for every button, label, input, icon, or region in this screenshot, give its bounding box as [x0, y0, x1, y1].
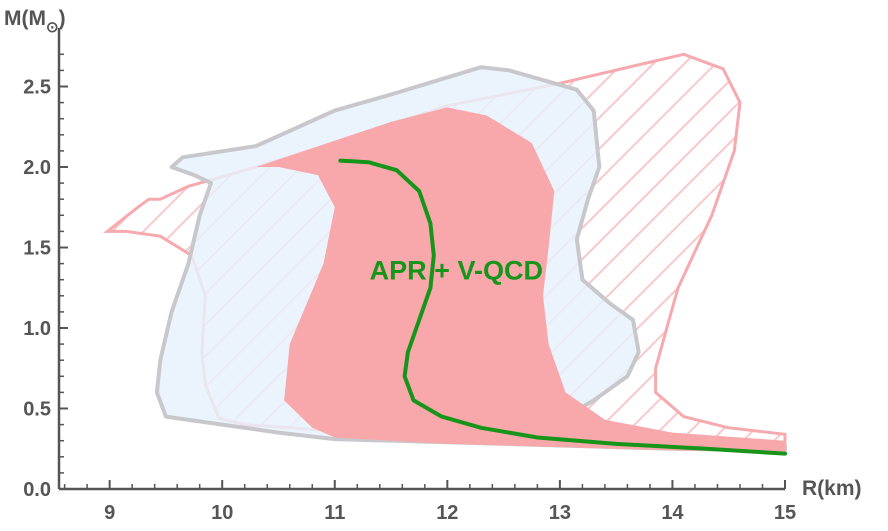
x-tick-label: 12	[436, 502, 458, 524]
y-axis-label: M(M⊙)	[4, 7, 66, 36]
axes-layer: 9 10 11 12 13 14 15 0.0 0.5 1.0 1.5 2.0 2.5 R(km) M…	[4, 7, 862, 524]
x-tick-label: 14	[661, 502, 684, 524]
x-tick-label: 13	[549, 502, 571, 524]
y-tick-label: 1.0	[23, 318, 51, 340]
x-ticks: 9 10 11 12 13 14 15	[63, 480, 796, 524]
regions-layer	[103, 52, 787, 453]
apr-vqcd-curve	[338, 158, 787, 456]
x-tick-label: 9	[104, 502, 115, 524]
y-axis-label-subscript: ⊙	[46, 19, 59, 36]
x-tick-label: 10	[211, 502, 233, 524]
series-layer	[338, 158, 787, 456]
y-ticks: 0.0 0.5 1.0 1.5 2.0 2.5	[23, 53, 68, 501]
y-tick-label: 0.5	[23, 399, 51, 421]
y-tick-label: 2.5	[23, 77, 51, 99]
apr-vqcd-annotation: APR + V-QCD	[370, 256, 543, 286]
x-tick-label: 11	[324, 502, 345, 524]
y-tick-label: 0.0	[23, 479, 51, 501]
x-tick-label: 15	[774, 502, 796, 524]
y-axis-label-close: )	[59, 7, 66, 30]
y-tick-label: 2.0	[23, 157, 51, 179]
x-axis-label: R(km)	[802, 477, 862, 500]
red-region	[256, 107, 785, 453]
y-axis-label-main: M(M	[4, 7, 46, 30]
y-tick-label: 1.5	[23, 238, 51, 260]
